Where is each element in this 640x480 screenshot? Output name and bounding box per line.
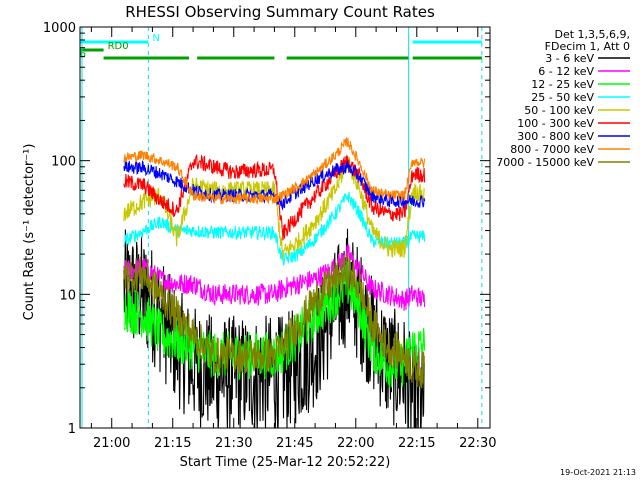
y-axis-label: Count Rate (s⁻¹ detector⁻¹) — [22, 144, 37, 321]
x-tick-label: 22:15 — [398, 436, 435, 451]
flag-label: N — [152, 33, 159, 44]
y-tick-label: 100 — [51, 155, 76, 170]
x-tick-label: 22:30 — [459, 436, 496, 451]
x-tick-label: 22:00 — [337, 436, 374, 451]
plot-frame — [79, 26, 491, 429]
flag-label: RD6 — [65, 49, 86, 60]
x-axis-label: Start Time (25-Mar-12 20:52:22) — [180, 455, 391, 470]
legend-entry-label: 300 - 800 keV — [517, 130, 594, 143]
x-tick-label: 21:30 — [215, 436, 252, 451]
chart-title: RHESSI Observing Summary Count Rates — [125, 3, 435, 21]
y-tick-label: 10 — [59, 288, 76, 303]
data-series — [123, 137, 426, 428]
series-line — [123, 137, 426, 206]
legend-entry-label: 6 - 12 keV — [538, 65, 594, 78]
series-line — [123, 244, 426, 311]
legend: Det 1,3,5,6,9,FDecim 1, Att 03 - 6 keV6 … — [496, 28, 630, 169]
series-line — [123, 156, 426, 260]
legend-entry-label: 12 - 25 keV — [531, 78, 594, 91]
flag-label: RD0 — [108, 41, 129, 52]
observing-flags: N RD0 RD6 — [65, 33, 482, 60]
x-tick-label: 21:45 — [276, 436, 313, 451]
x-axis: 21:00 21:15 21:30 21:45 22:00 22:15 22:30 — [90, 27, 497, 451]
generated-timestamp: 19-Oct-2021 21:13 — [560, 468, 636, 477]
y-tick-label: 1 — [68, 422, 76, 437]
legend-entry-label: 7000 - 15000 keV — [496, 156, 594, 169]
series-line — [123, 253, 426, 389]
legend-entry-label: 800 - 7000 keV — [510, 143, 594, 156]
legend-entry-label: 50 - 100 keV — [524, 104, 594, 117]
x-tick-label: 21:00 — [93, 436, 130, 451]
legend-entry-label: 3 - 6 keV — [545, 52, 594, 65]
legend-entry-label: 100 - 300 keV — [517, 117, 594, 130]
legend-header: FDecim 1, Att 0 — [545, 40, 630, 53]
y-tick-label: 1000 — [43, 21, 76, 36]
legend-entry-label: 25 - 50 keV — [531, 91, 594, 104]
y-axis: 1 10 100 1000 — [43, 21, 490, 437]
series-line — [123, 154, 426, 241]
legend-header: Det 1,3,5,6,9, — [554, 28, 630, 41]
x-tick-label: 21:15 — [154, 436, 191, 451]
